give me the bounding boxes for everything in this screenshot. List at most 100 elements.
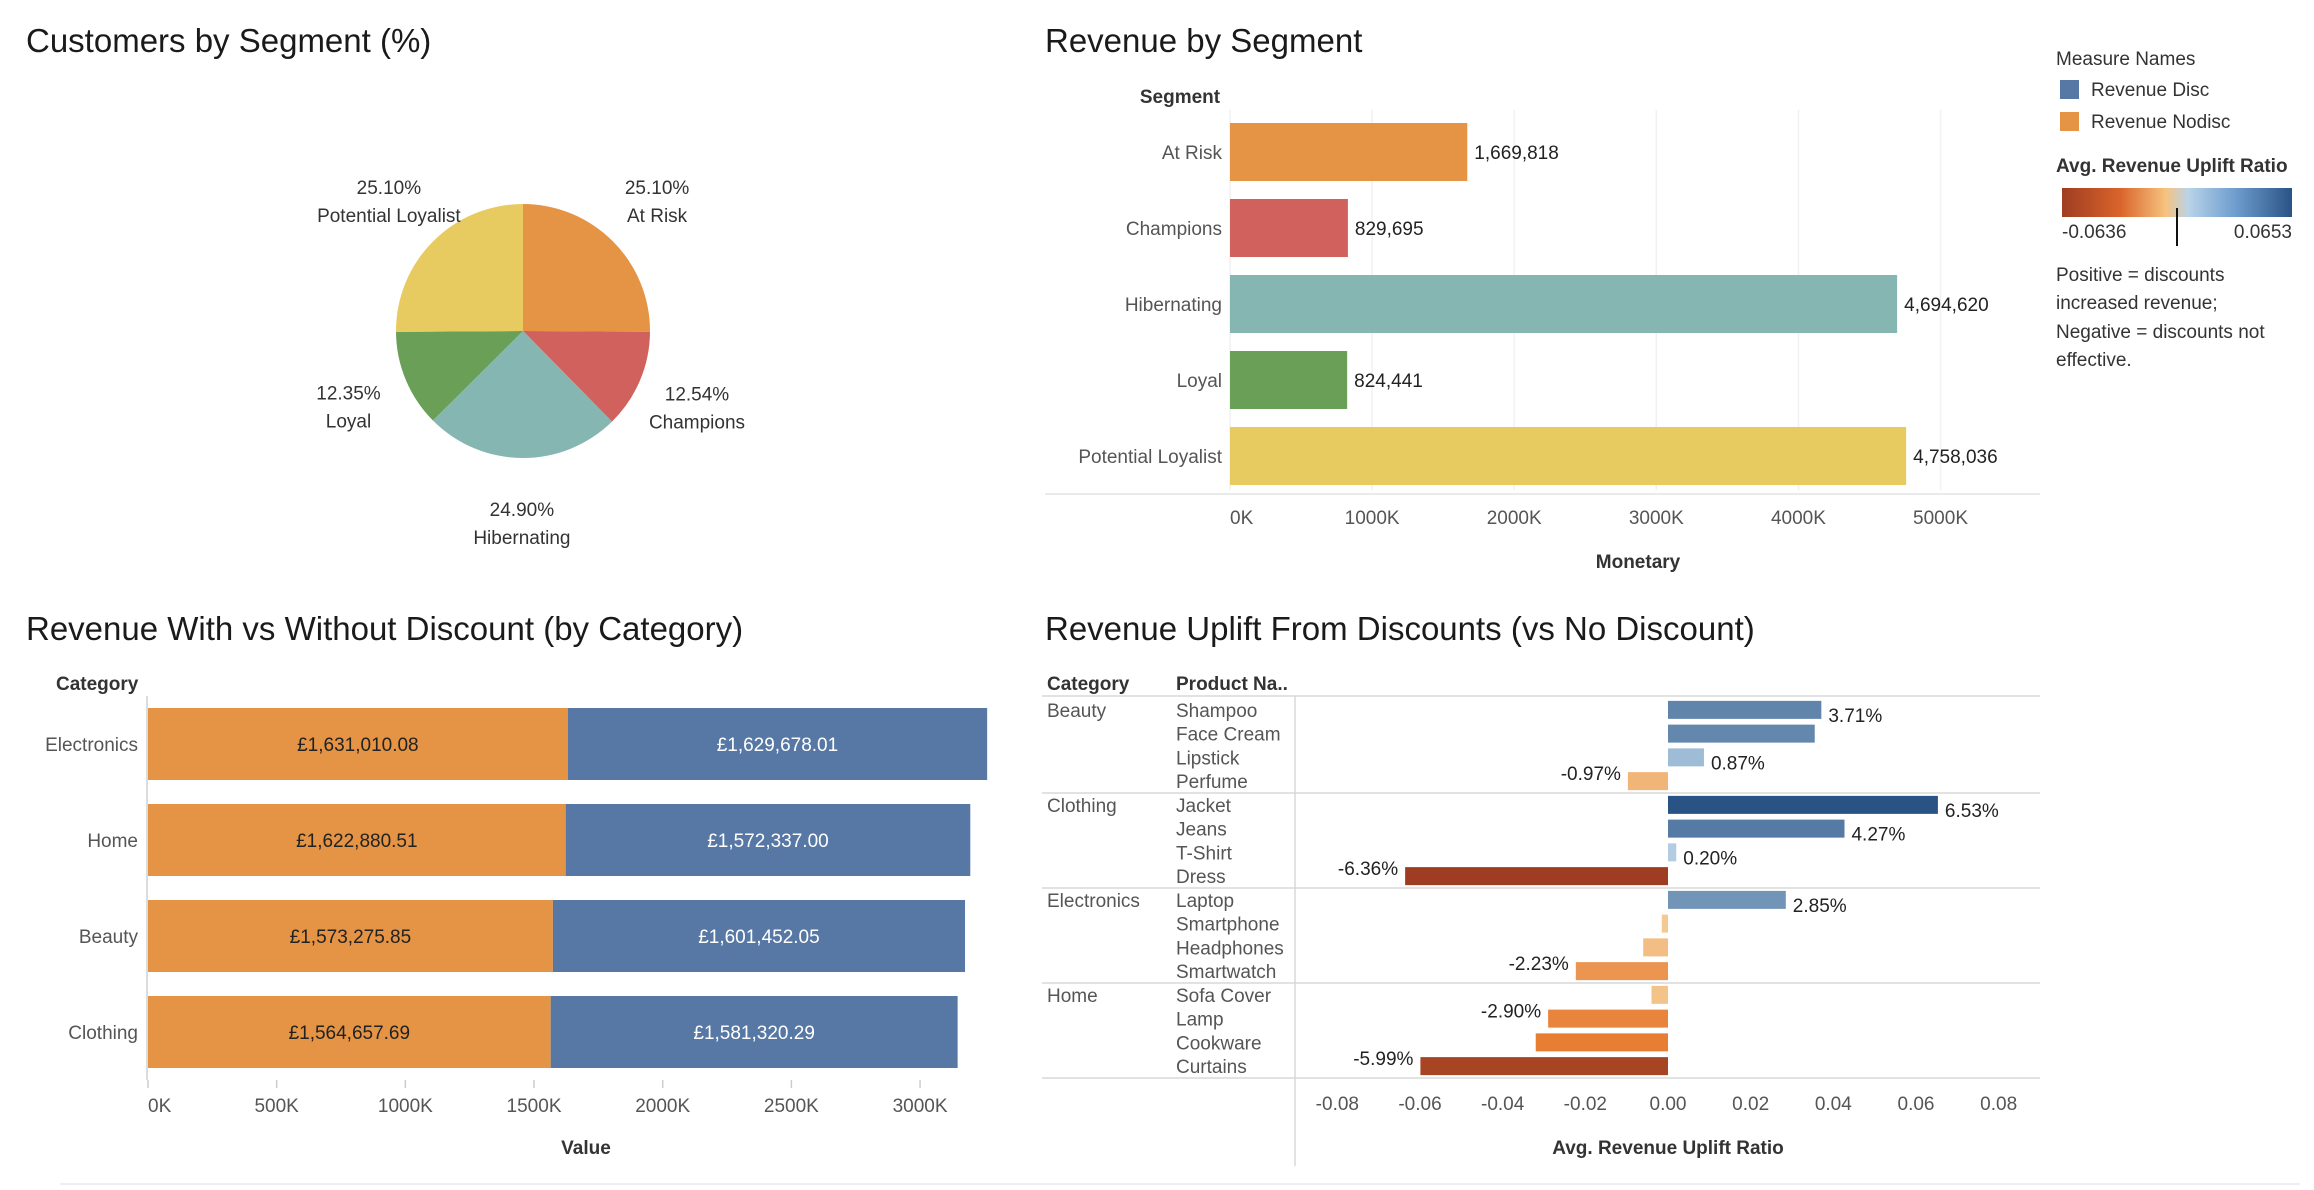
segment-x-tick-label: 4000K: [1771, 508, 1826, 529]
segment-x-tick-label: 1000K: [1345, 508, 1400, 529]
uplift-bar-t-shirt[interactable]: [1668, 843, 1677, 862]
uplift-x-tick-label: -0.02: [1564, 1094, 1607, 1115]
uplift-value-label: -0.97%: [1561, 764, 1621, 785]
legend-item-revenue-nodisc: Revenue Nodisc: [2091, 112, 2230, 133]
segment-category-label: At Risk: [1162, 143, 1223, 164]
stacked-value-label: £1,622,880.51: [296, 831, 418, 852]
legend-note-line-2: increased revenue;: [2056, 293, 2218, 314]
discount-stacked-bar-chart: 0K 500K 1000K 1500K 2000K 2500K 3000K £1,631,01…: [45, 696, 988, 1117]
uplift-value-label: 6.53%: [1945, 801, 1999, 822]
segment-category-label: Loyal: [1177, 371, 1222, 392]
segment-x-tick-label: 3000K: [1629, 508, 1684, 529]
pie-slice-at-risk[interactable]: [523, 204, 651, 332]
uplift-bar-jacket[interactable]: [1668, 795, 1938, 814]
uplift-product-label-headphones: Headphones: [1176, 938, 1284, 959]
stacked-bar-electronics-revenue-disc[interactable]: [567, 708, 988, 780]
segment-bar-chart: 0K 1000K 2000K 3000K 4000K 5000K At Risk 1,669,…: [1045, 110, 2040, 529]
uplift-value-label: -5.99%: [1353, 1049, 1413, 1070]
stacked-bar-clothing-revenue-nodisc[interactable]: [148, 996, 551, 1068]
segment-bar-loyal[interactable]: [1230, 351, 1348, 409]
uplift-x-tick-label: 0.04: [1815, 1094, 1852, 1115]
uplift-product-label-smartphone: Smartphone: [1176, 915, 1280, 936]
stacked-bar-beauty-revenue-nodisc[interactable]: [148, 900, 553, 972]
stacked-x-tick-label: 0K: [148, 1096, 172, 1117]
stacked-bar-home-revenue-disc[interactable]: [565, 804, 971, 876]
uplift-x-tick-label: 0.06: [1898, 1094, 1935, 1115]
legend-ratio-min: -0.0636: [2062, 222, 2126, 243]
segment-value-label: 824,441: [1354, 371, 1423, 392]
uplift-bar-smartphone[interactable]: [1661, 914, 1668, 933]
uplift-product-label-dress: Dress: [1176, 867, 1226, 888]
stacked-bar-electronics-revenue-nodisc[interactable]: [148, 708, 568, 780]
uplift-x-tick-label: 0.08: [1980, 1094, 2017, 1115]
uplift-product-label-lamp: Lamp: [1176, 1010, 1224, 1031]
segment-x-tick-label: 5000K: [1913, 508, 1968, 529]
stacked-bar-beauty-revenue-disc[interactable]: [552, 900, 966, 972]
segment-bar-potential-loyalist[interactable]: [1230, 427, 1907, 485]
uplift-category-label-beauty: Beauty: [1047, 701, 1107, 722]
stacked-bar-home-revenue-nodisc[interactable]: [148, 804, 566, 876]
uplift-bar-face-cream[interactable]: [1668, 724, 1815, 743]
uplift-x-tick-label: -0.06: [1398, 1094, 1441, 1115]
segment-bar-champions[interactable]: [1230, 199, 1348, 257]
pie-value-label-hibernating: 24.90%: [490, 500, 555, 521]
segment-value-label: 829,695: [1355, 219, 1424, 240]
uplift-product-label-laptop: Laptop: [1176, 891, 1234, 912]
segment-bar-title: Revenue by Segment: [1045, 22, 1362, 59]
uplift-bar-headphones[interactable]: [1643, 938, 1668, 957]
uplift-product-label-t-shirt: T-Shirt: [1176, 843, 1233, 864]
pie-slice-loyal[interactable]: [396, 331, 523, 421]
uplift-bar-shampoo[interactable]: [1668, 700, 1822, 719]
uplift-bar-cookware[interactable]: [1535, 1033, 1668, 1052]
pie-value-label-potential-loyalist: 25.10%: [357, 178, 422, 199]
stacked-value-label: £1,601,452.05: [698, 927, 820, 948]
stacked-x-tick-label: 1500K: [507, 1096, 562, 1117]
pie-slice-champions[interactable]: [523, 331, 650, 422]
uplift-product-label-face-cream: Face Cream: [1176, 725, 1281, 746]
segment-bar-hibernating[interactable]: [1230, 275, 1898, 333]
legend-swatch-revenue-disc: [2060, 80, 2079, 99]
stacked-bar-clothing-revenue-disc[interactable]: [550, 996, 958, 1068]
uplift-product-label-jeans: Jeans: [1176, 820, 1227, 841]
pie-category-label-loyal: Loyal: [326, 412, 371, 433]
discount-x-axis-label: Value: [561, 1138, 611, 1159]
pie-category-label-at-risk: At Risk: [627, 206, 688, 227]
legend-measure-title: Measure Names: [2056, 49, 2195, 70]
uplift-product-label-curtains: Curtains: [1176, 1057, 1247, 1078]
uplift-bar-lamp[interactable]: [1548, 1009, 1668, 1028]
stacked-value-label: £1,564,657.69: [289, 1023, 411, 1044]
segment-value-label: 4,694,620: [1904, 295, 1989, 316]
uplift-bar-jeans[interactable]: [1668, 819, 1845, 838]
uplift-bar-lipstick[interactable]: [1668, 748, 1704, 767]
uplift-product-label-sofa-cover: Sofa Cover: [1176, 986, 1272, 1007]
pie-value-label-at-risk: 25.10%: [625, 178, 690, 199]
legend-note-line-1: Positive = discounts: [2056, 265, 2224, 286]
segment-bar-at-risk[interactable]: [1230, 123, 1468, 181]
uplift-bar-curtains[interactable]: [1420, 1057, 1668, 1076]
uplift-bar-laptop[interactable]: [1668, 890, 1786, 909]
segment-x-tick-label: 0K: [1230, 508, 1254, 529]
uplift-bar-dress[interactable]: [1405, 867, 1668, 886]
segment-category-label: Champions: [1126, 219, 1222, 240]
discount-bar-title: Revenue With vs Without Discount (by Cat…: [26, 610, 743, 647]
uplift-x-tick-label: -0.04: [1481, 1094, 1525, 1115]
uplift-category-label-electronics: Electronics: [1047, 891, 1140, 912]
uplift-bar-smartwatch[interactable]: [1575, 962, 1668, 981]
segment-row-header: Segment: [1140, 87, 1221, 108]
uplift-value-label: 3.71%: [1828, 706, 1882, 727]
uplift-value-label: 0.20%: [1683, 848, 1737, 869]
segment-x-axis-label: Monetary: [1596, 552, 1681, 573]
stacked-category-label: Beauty: [79, 927, 139, 948]
pie-slice-hibernating[interactable]: [432, 331, 612, 458]
stacked-x-tick-label: 2000K: [635, 1096, 690, 1117]
uplift-bar-sofa-cover[interactable]: [1651, 985, 1668, 1004]
stacked-x-tick-label: 2500K: [764, 1096, 819, 1117]
stacked-x-tick-label: 500K: [254, 1096, 299, 1117]
pie-slice-potential-loyalist[interactable]: [395, 204, 523, 332]
stacked-value-label: £1,572,337.00: [707, 831, 829, 852]
pie-category-label-hibernating: Hibernating: [473, 528, 570, 549]
uplift-bar-perfume[interactable]: [1627, 772, 1668, 791]
stacked-x-tick-label: 1000K: [378, 1096, 433, 1117]
segment-value-label: 4,758,036: [1913, 447, 1998, 468]
